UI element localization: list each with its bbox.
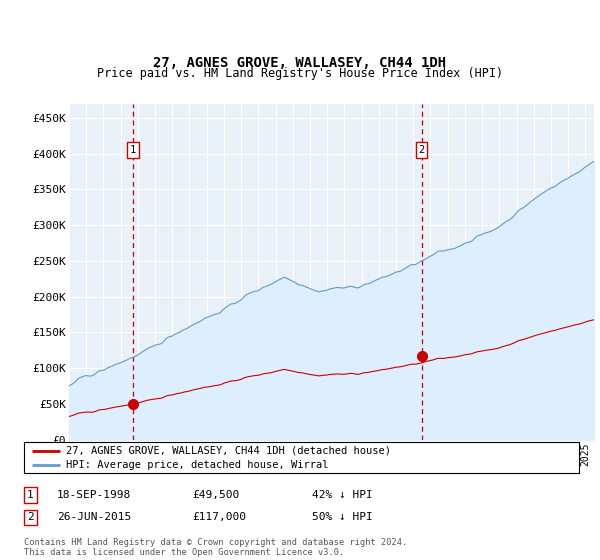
Text: 27, AGNES GROVE, WALLASEY, CH44 1DH (detached house): 27, AGNES GROVE, WALLASEY, CH44 1DH (det… [65,446,391,456]
Text: 1: 1 [27,490,34,500]
Text: 2: 2 [418,145,425,155]
Text: Contains HM Land Registry data © Crown copyright and database right 2024.
This d: Contains HM Land Registry data © Crown c… [24,538,407,557]
Text: 26-JUN-2015: 26-JUN-2015 [57,512,131,522]
Text: 42% ↓ HPI: 42% ↓ HPI [312,490,373,500]
Text: HPI: Average price, detached house, Wirral: HPI: Average price, detached house, Wirr… [65,460,328,470]
Text: 27, AGNES GROVE, WALLASEY, CH44 1DH: 27, AGNES GROVE, WALLASEY, CH44 1DH [154,57,446,70]
Text: £49,500: £49,500 [192,490,239,500]
Text: 2: 2 [27,512,34,522]
Text: Price paid vs. HM Land Registry's House Price Index (HPI): Price paid vs. HM Land Registry's House … [97,67,503,81]
Text: 50% ↓ HPI: 50% ↓ HPI [312,512,373,522]
Text: £117,000: £117,000 [192,512,246,522]
Text: 18-SEP-1998: 18-SEP-1998 [57,490,131,500]
Text: 1: 1 [130,145,136,155]
